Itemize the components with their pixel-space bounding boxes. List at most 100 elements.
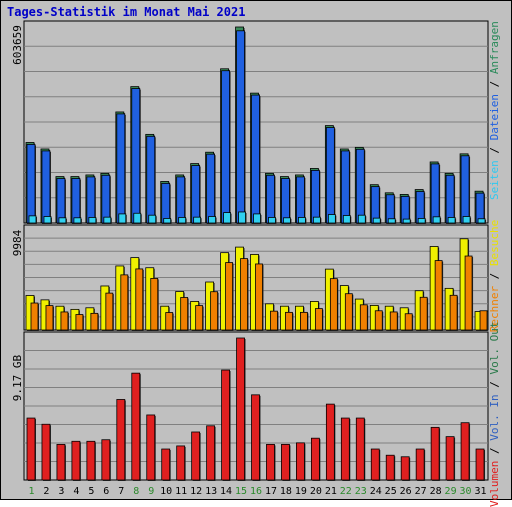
- bar-volumen-day-31: [475, 448, 485, 481]
- day-label-24: 24: [370, 486, 382, 497]
- bar-volumen-day-14: [221, 369, 230, 481]
- bar-seiten-day-13: [208, 216, 217, 224]
- bar-volumen-day-7: [116, 399, 126, 481]
- day-label-22: 22: [340, 486, 352, 497]
- bar-rechner-day-29: [449, 294, 458, 331]
- bar-seiten-day-30: [462, 216, 471, 224]
- day-label-20: 20: [310, 486, 322, 497]
- bar-volumen-day-13: [206, 425, 216, 481]
- bar-volumen-day-16: [251, 394, 260, 481]
- bar-seiten-day-7: [118, 213, 127, 224]
- bar-rechner-day-5: [90, 312, 99, 331]
- bar-seiten-day-1: [28, 215, 37, 224]
- bar-seiten-day-29: [447, 217, 456, 224]
- day-label-11: 11: [175, 486, 187, 497]
- day-label-18: 18: [280, 486, 292, 497]
- bar-seiten-day-2: [43, 216, 52, 224]
- bar-seiten-day-20: [312, 216, 321, 224]
- bar-dateien-day-5: [86, 176, 96, 224]
- bar-seiten-day-23: [357, 214, 366, 224]
- bar-rechner-day-7: [120, 274, 129, 331]
- day-label-2: 2: [43, 486, 49, 497]
- day-label-27: 27: [415, 486, 427, 497]
- day-label-30: 30: [460, 486, 472, 497]
- legend-anfragen: Anfragen: [488, 21, 501, 75]
- day-label-19: 19: [295, 486, 307, 497]
- bar-seiten-day-8: [133, 212, 142, 224]
- bar-volumen-day-12: [191, 431, 201, 481]
- day-label-14: 14: [220, 486, 232, 497]
- day-label-26: 26: [400, 486, 412, 497]
- bar-dateien-day-16: [251, 94, 260, 224]
- bar-seiten-day-9: [148, 214, 157, 224]
- bar-rechner-day-23: [359, 304, 368, 331]
- bar-seiten-day-16: [253, 213, 261, 224]
- bar-dateien-day-15: [236, 30, 245, 224]
- legend-seiten: Seiten: [488, 160, 501, 200]
- bar-rechner-day-2: [45, 305, 54, 331]
- bar-dateien-day-11: [176, 176, 186, 224]
- bar-dateien-day-1: [26, 144, 36, 224]
- bar-rechner-day-16: [255, 263, 263, 331]
- bar-seiten-day-14: [223, 212, 231, 224]
- bar-rechner-day-27: [419, 296, 428, 331]
- bar-rechner-day-31: [479, 310, 488, 331]
- bar-rechner-day-30: [464, 255, 473, 331]
- bar-seiten-day-6: [103, 216, 112, 224]
- legend-volumen: Volumen: [488, 460, 501, 507]
- bar-volumen-day-9: [146, 414, 156, 481]
- bar-seiten-day-12: [193, 216, 202, 224]
- bar-volumen-day-17: [266, 443, 275, 481]
- day-label-3: 3: [58, 486, 64, 497]
- day-label-4: 4: [73, 486, 79, 497]
- bar-rechner-day-14: [225, 262, 233, 331]
- bottom-chart-legend: Volumen / Vol. In / Vol. Out: [488, 321, 501, 507]
- day-label-23: 23: [355, 486, 367, 497]
- day-label-13: 13: [205, 486, 217, 497]
- top-chart-legend: Seiten / Dateien / Anfragen: [488, 21, 501, 200]
- bar-dateien-day-13: [206, 153, 216, 224]
- bar-rechner-day-22: [344, 293, 353, 331]
- bar-seiten-day-4: [73, 217, 82, 224]
- day-label-1: 1: [28, 486, 34, 497]
- bar-volumen-day-20: [310, 437, 320, 481]
- bar-volumen-day-19: [296, 442, 305, 481]
- top-chart-y-max-label: 603659: [11, 25, 24, 65]
- bar-dateien-day-20: [310, 170, 320, 224]
- day-label-15: 15: [235, 486, 247, 497]
- bar-dateien-day-9: [146, 135, 156, 224]
- bar-dateien-day-6: [101, 174, 111, 224]
- bar-rechner-day-28: [434, 260, 443, 331]
- bar-rechner-day-6: [105, 292, 114, 331]
- bar-dateien-day-10: [161, 182, 171, 224]
- bar-volumen-day-26: [400, 456, 410, 481]
- bar-seiten-day-19: [298, 217, 306, 224]
- bar-rechner-day-24: [374, 310, 383, 331]
- bar-rechner-day-11: [180, 297, 189, 331]
- bar-volumen-day-10: [161, 448, 171, 481]
- bar-rechner-day-9: [150, 278, 159, 331]
- chart-title: Tages-Statistik im Monat Mai 2021: [7, 5, 246, 19]
- bar-volumen-day-23: [355, 417, 365, 481]
- bar-volumen-day-11: [176, 445, 186, 481]
- bar-rechner-day-1: [30, 302, 39, 331]
- bar-dateien-day-8: [131, 88, 141, 224]
- day-label-28: 28: [430, 486, 442, 497]
- bar-rechner-day-19: [300, 311, 308, 331]
- day-label-9: 9: [148, 486, 154, 497]
- bar-seiten-day-10: [163, 218, 172, 224]
- day-label-10: 10: [160, 486, 172, 497]
- bar-dateien-day-3: [56, 178, 66, 224]
- bar-seiten-day-21: [327, 214, 336, 224]
- bar-dateien-day-23: [355, 148, 365, 224]
- bar-volumen-day-29: [445, 436, 455, 481]
- bar-seiten-day-25: [387, 218, 396, 224]
- bar-seiten-day-17: [268, 217, 276, 224]
- bar-seiten-day-15: [238, 211, 246, 224]
- bar-rechner-day-15: [240, 258, 248, 331]
- day-label-5: 5: [88, 486, 94, 497]
- bar-volumen-day-1: [26, 417, 36, 481]
- bar-rechner-day-25: [389, 311, 398, 331]
- bar-seiten-day-26: [402, 218, 411, 224]
- bar-volumen-day-30: [460, 422, 470, 481]
